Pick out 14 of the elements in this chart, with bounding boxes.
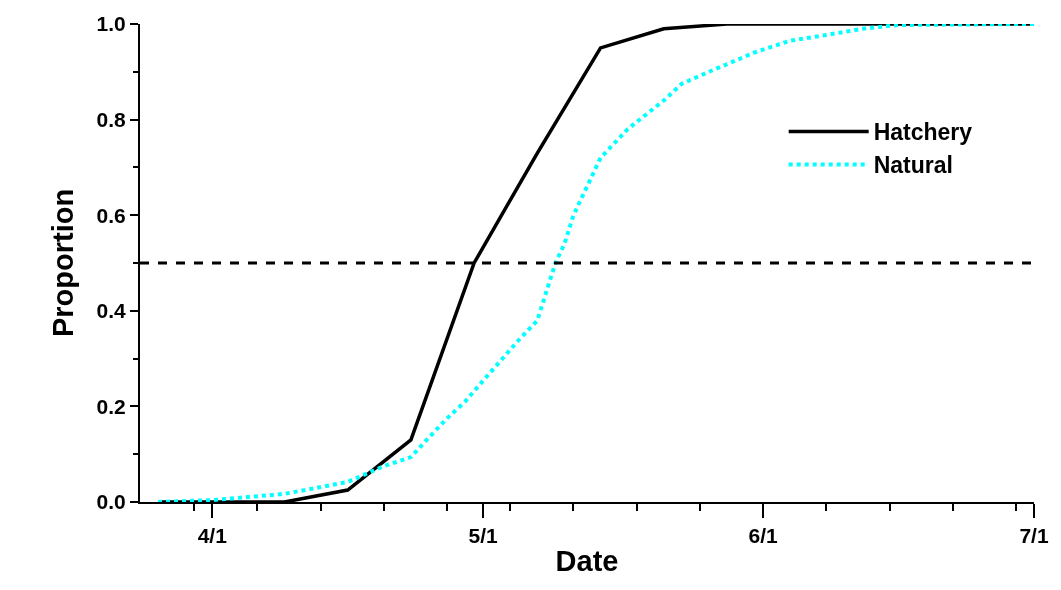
y-tick-label: 0.2 — [96, 394, 126, 418]
x-tick-label: 6/1 — [748, 524, 778, 548]
y-tick-label: 1.0 — [96, 12, 126, 36]
y-tick-label: 0.4 — [96, 299, 127, 323]
legend-label: Hatchery — [873, 119, 973, 146]
y-tick-label: 0.0 — [96, 490, 126, 514]
x-axis-title: Date — [555, 544, 619, 577]
y-axis-title: Proportion — [47, 188, 80, 338]
x-tick-label: 4/1 — [197, 524, 228, 548]
x-tick-label: 5/1 — [468, 524, 499, 548]
legend-label: Natural — [873, 152, 953, 179]
y-tick-label: 0.8 — [96, 107, 127, 131]
y-tick-label: 0.6 — [96, 203, 126, 227]
x-tick-label: 7/1 — [1019, 524, 1049, 548]
